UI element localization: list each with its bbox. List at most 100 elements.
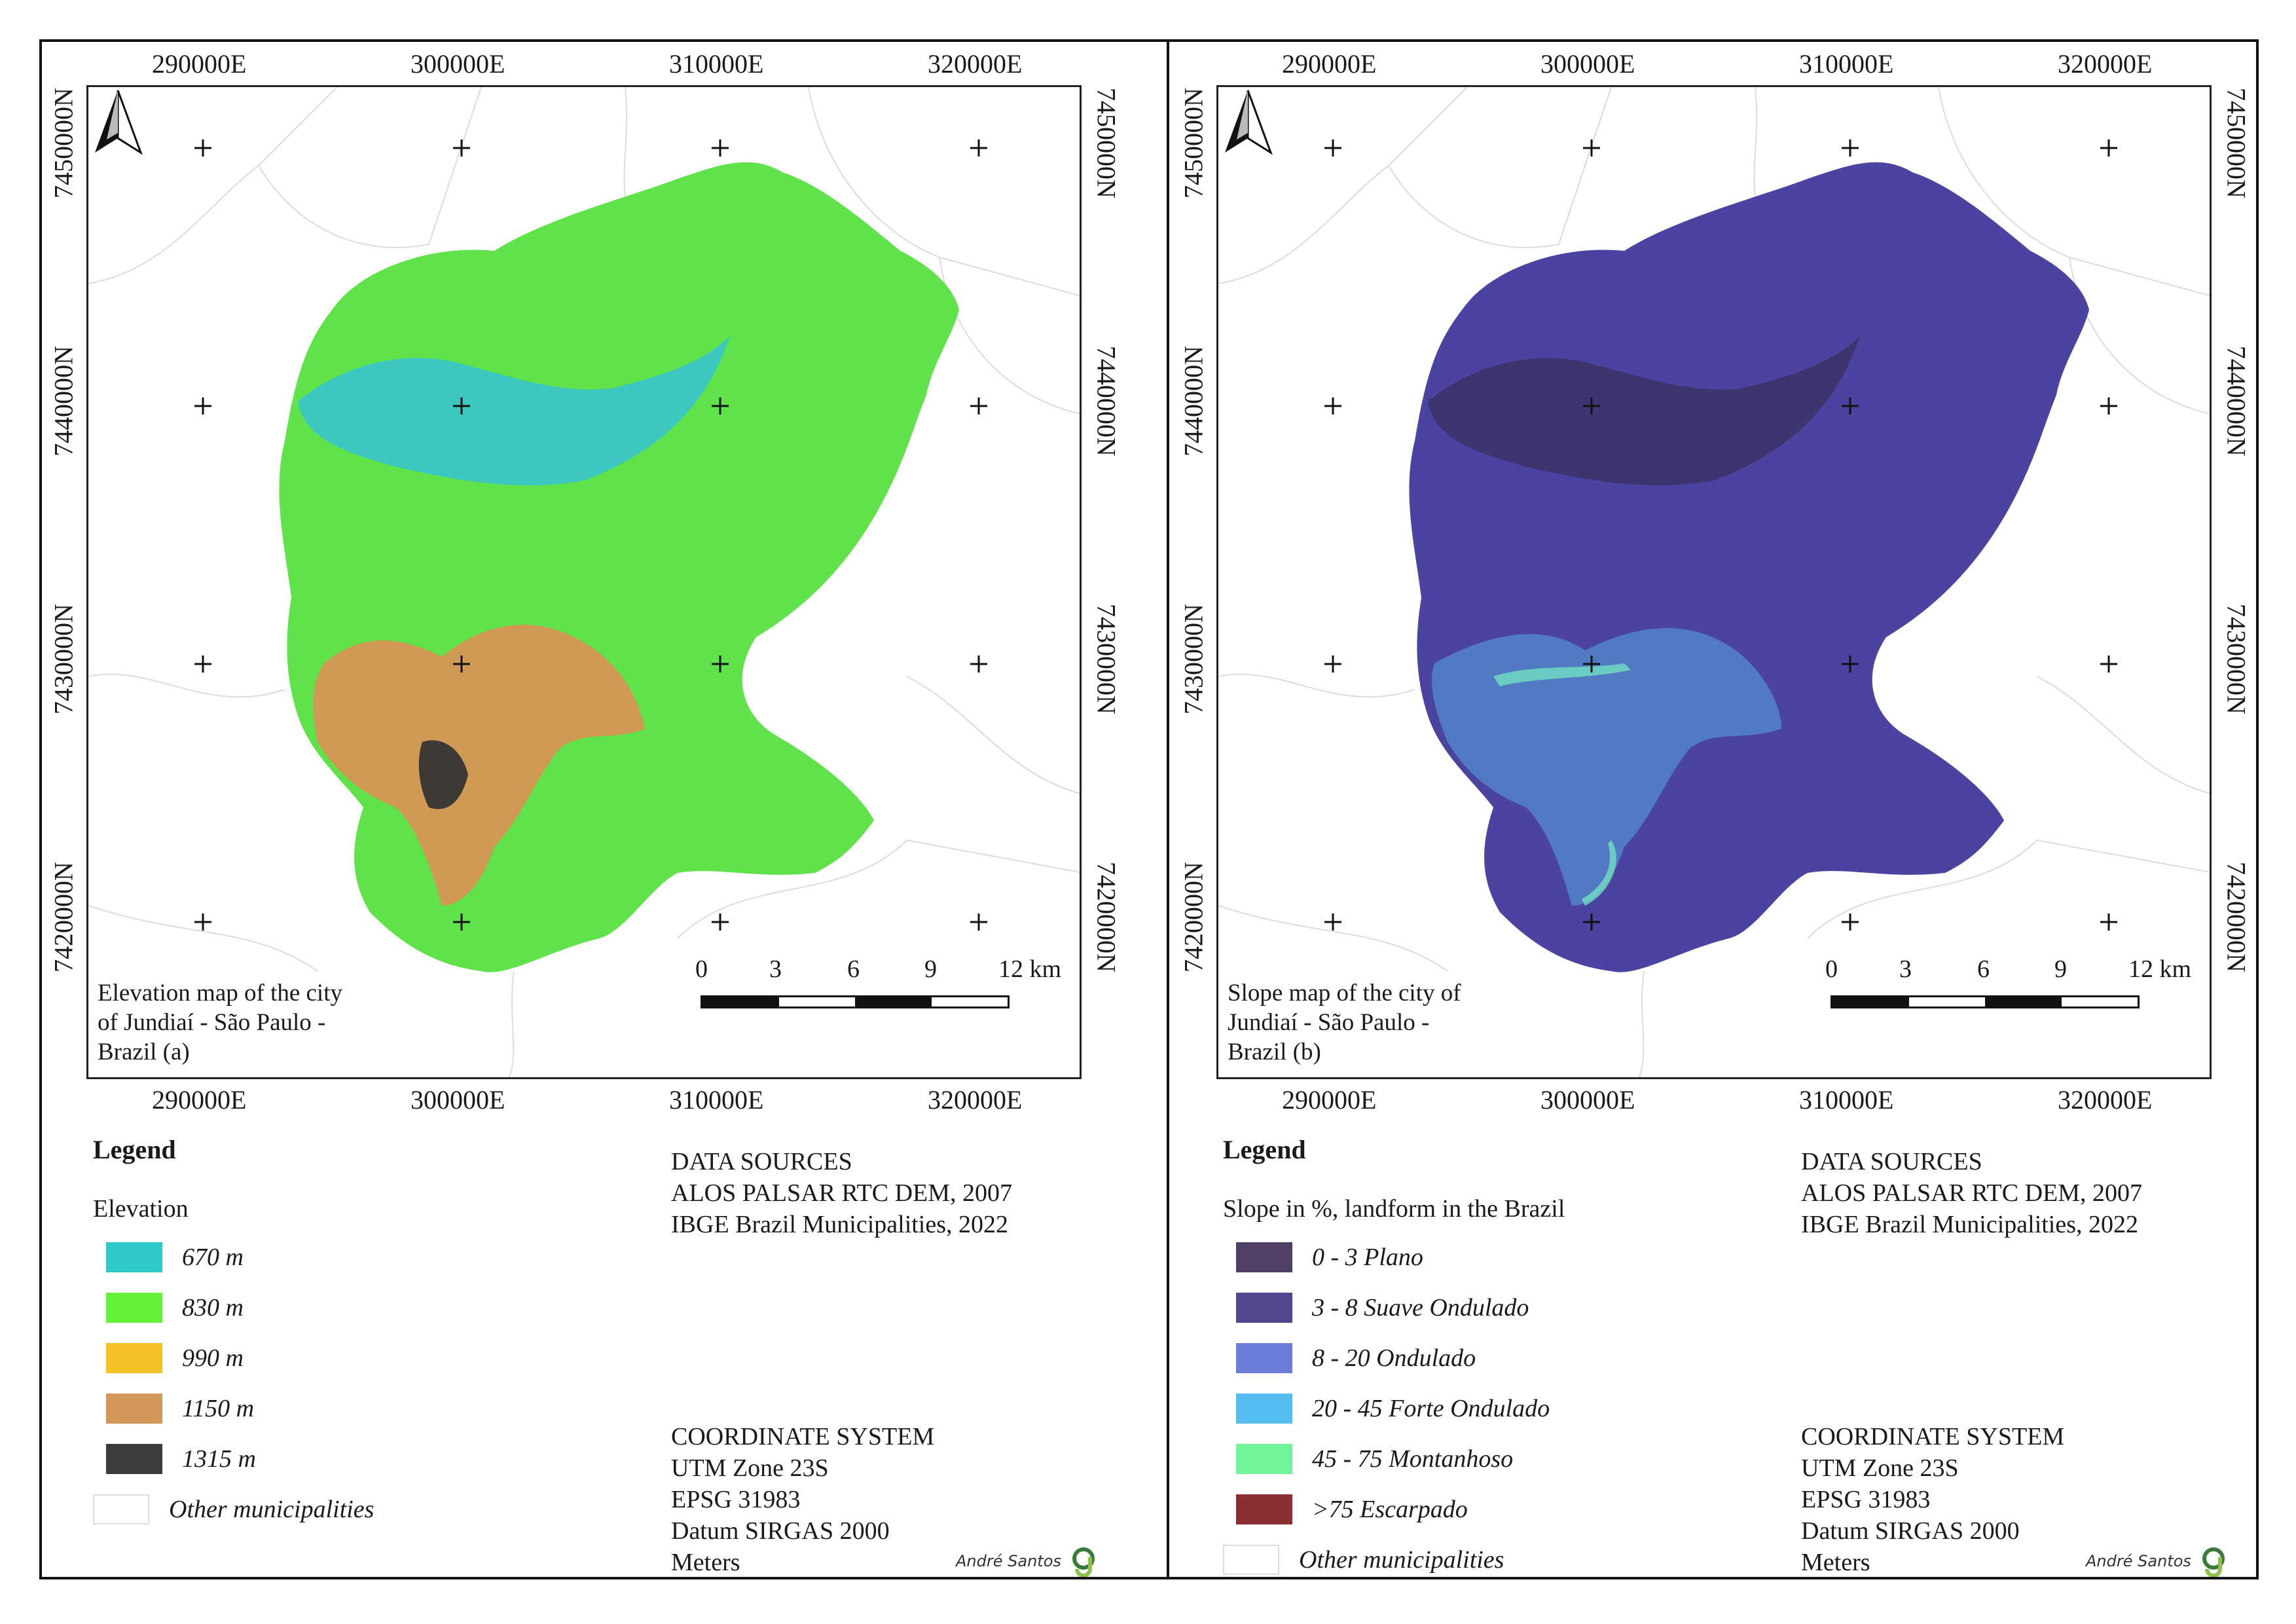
legend-subtitle: Slope in %, landform in the Brazil [1223,1195,1565,1223]
slope-map[interactable]: Slope map of the city of Jundiaí - São P… [1216,85,2212,1079]
easting-top: 300000E [410,49,505,79]
source-line: ALOS PALSAR RTC DEM, 2007 [671,1179,1013,1207]
northing-right: 7440000N [1091,346,1121,456]
legend-item: 830 m [106,1292,244,1323]
north-arrow-icon [1225,90,1273,155]
scale-bar: 0 3 6 9 12 km [695,955,1061,1014]
legend-label: 990 m [182,1344,244,1372]
easting-bottom: 300000E [1540,1085,1635,1115]
scale-tick: 0 [695,955,708,983]
easting-top: 310000E [1799,49,1894,79]
northing-left: 7430000N [1178,604,1209,714]
easting-bottom: 320000E [2058,1085,2153,1115]
northing-right: 7420000N [2221,862,2251,972]
legend-item: 45 - 75 Montanhoso [1236,1443,1513,1475]
northing-left: 7440000N [48,346,79,456]
map-canvas [88,87,1080,1077]
municipality-boundaries [1218,87,2210,1077]
legend-item: 990 m [106,1342,244,1374]
municipality-boundaries [88,87,1080,1077]
graticule-crosses [194,139,987,931]
easting-bottom: 310000E [669,1085,764,1115]
legend-swatch [106,1343,162,1373]
northing-left: 7450000N [48,88,79,198]
easting-top: 320000E [928,49,1023,79]
scale-tick: 6 [847,955,860,983]
region-shape [279,162,960,972]
easting-bottom: 290000E [152,1085,247,1115]
scale-bar: 0 3 6 9 12 km [1825,955,2191,1014]
legend-swatch [1236,1393,1292,1424]
coord-line: UTM Zone 23S [1801,1454,1959,1482]
coord-line: Datum SIRGAS 2000 [671,1517,890,1545]
coord-title: COORDINATE SYSTEM [671,1423,935,1450]
legend-item-other-municipalities: Other municipalities [93,1494,374,1525]
coord-line: Meters [1801,1549,1870,1576]
legend-swatch [1236,1444,1292,1474]
author-signature: André Santos [2086,1545,2229,1577]
legend-swatch [1236,1343,1292,1373]
easting-top: 290000E [1282,49,1377,79]
legend-item: 1315 m [106,1443,256,1475]
region-shape [1409,162,2089,972]
scale-tick: 0 [1825,955,1838,983]
legend-swatch [106,1393,162,1424]
northing-left: 7420000N [1178,862,1209,972]
panel-divider [1167,39,1169,1579]
scale-tick: 9 [924,955,937,983]
map-title: Slope map of the city of Jundiaí - São P… [1228,978,1476,1067]
coord-line: EPSG 31983 [671,1486,801,1513]
elevation-panel: Elevation map of the city of Jundiaí - S… [39,39,1167,1579]
legend-swatch [106,1444,162,1474]
scale-tick: 3 [1899,955,1912,983]
author-logo-icon [1072,1547,1095,1577]
legend-swatch [1223,1545,1279,1575]
legend-label: 830 m [182,1294,244,1321]
map-canvas [1218,87,2210,1077]
source-line: IBGE Brazil Municipalities, 2022 [1801,1211,2139,1238]
sources-title: DATA SOURCES [671,1148,852,1175]
source-line: IBGE Brazil Municipalities, 2022 [671,1211,1009,1238]
north-arrow-icon [95,90,143,155]
easting-top: 290000E [152,49,247,79]
coord-title: COORDINATE SYSTEM [1801,1423,2065,1450]
northing-left: 7430000N [48,604,79,714]
legend-label: 1150 m [182,1395,255,1422]
legend-item: 0 - 3 Plano [1236,1242,1423,1273]
data-sources: DATA SOURCES ALOS PALSAR RTC DEM, 2007 I… [1801,1146,2142,1240]
scale-tick: 6 [1977,955,1990,983]
easting-bottom: 310000E [1799,1085,1894,1115]
legend-item: 1150 m [106,1393,254,1424]
legend-item: 8 - 20 Ondulado [1236,1342,1476,1374]
easting-bottom: 320000E [928,1085,1023,1115]
legend-swatch [1236,1242,1292,1272]
legend-item: 670 m [106,1242,244,1273]
northing-right: 7420000N [1091,862,1121,972]
legend-title: Legend [93,1135,176,1164]
scale-tick: 3 [769,955,782,983]
legend-title: Legend [1223,1135,1306,1164]
easting-bottom: 290000E [1282,1085,1377,1115]
slope-panel: Slope map of the city of Jundiaí - São P… [1169,39,2296,1579]
coord-line: UTM Zone 23S [671,1454,829,1482]
author-name: André Santos [956,1552,1061,1570]
northing-right: 7450000N [1091,88,1121,198]
legend-label: 3 - 8 Suave Ondulado [1312,1294,1529,1321]
legend-item: 3 - 8 Suave Ondulado [1236,1292,1529,1323]
northing-right: 7430000N [1091,604,1121,714]
easting-top: 320000E [2058,49,2153,79]
legend-swatch [1236,1293,1292,1323]
legend-swatch [93,1494,149,1524]
legend-label: 1315 m [182,1445,256,1473]
northing-right: 7440000N [2221,346,2251,456]
graticule-crosses [1324,139,2117,931]
coordinate-system: COORDINATE SYSTEM UTM Zone 23S EPSG 3198… [1801,1421,2064,1578]
author-logo-icon [2202,1547,2225,1577]
elevation-map[interactable]: Elevation map of the city of Jundiaí - S… [86,85,1082,1079]
map-title: Elevation map of the city of Jundiaí - S… [98,978,346,1067]
scale-tick: 9 [2054,955,2067,983]
coord-line: Meters [671,1549,740,1576]
coord-line: EPSG 31983 [1801,1486,1931,1513]
legend-swatch [106,1242,162,1272]
legend-label: 0 - 3 Plano [1312,1244,1423,1271]
